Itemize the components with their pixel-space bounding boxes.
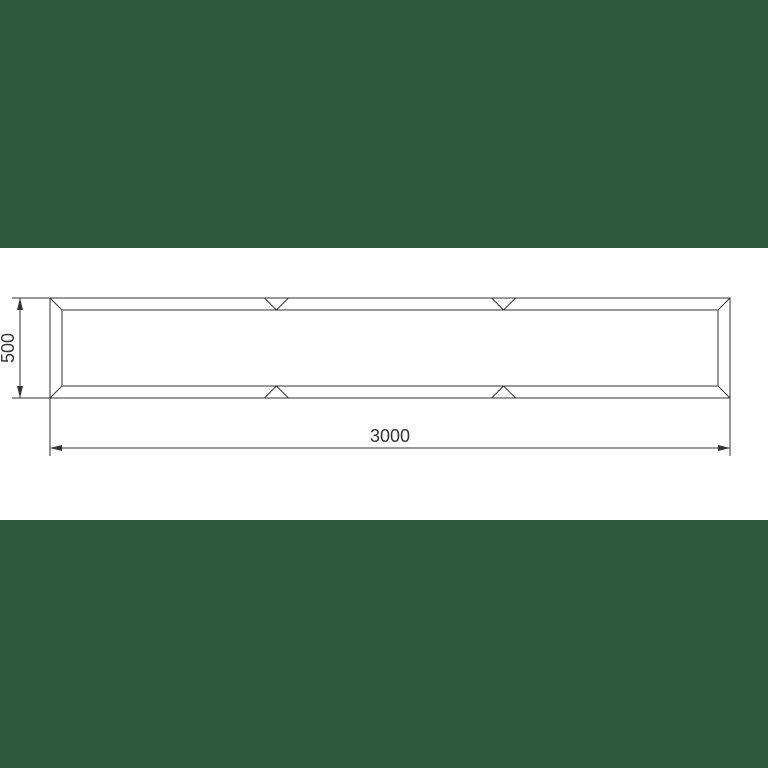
dim-value-horizontal: 3000 [370, 426, 410, 446]
bevel-line [718, 298, 730, 310]
dimension-arrow [718, 445, 730, 451]
bevel-line [50, 298, 62, 310]
notch-line [276, 298, 288, 310]
dimension-arrow [50, 445, 62, 451]
bevel-line [718, 386, 730, 398]
viewport: 3000 500 [0, 0, 768, 768]
dimension-arrow [17, 298, 23, 310]
notch-line [504, 298, 516, 310]
outer-rect [50, 298, 730, 398]
inner-rect [62, 310, 718, 386]
notch-line [492, 386, 504, 398]
bevel-line [50, 386, 62, 398]
dimension-arrow [17, 386, 23, 398]
notch-line [264, 386, 276, 398]
dim-value-vertical: 500 [0, 333, 18, 363]
notch-line [276, 386, 288, 398]
notch-line [264, 298, 276, 310]
notch-line [504, 386, 516, 398]
notch-line [492, 298, 504, 310]
technical-drawing: 3000 500 [0, 248, 768, 520]
drawing-panel: 3000 500 [0, 248, 768, 520]
